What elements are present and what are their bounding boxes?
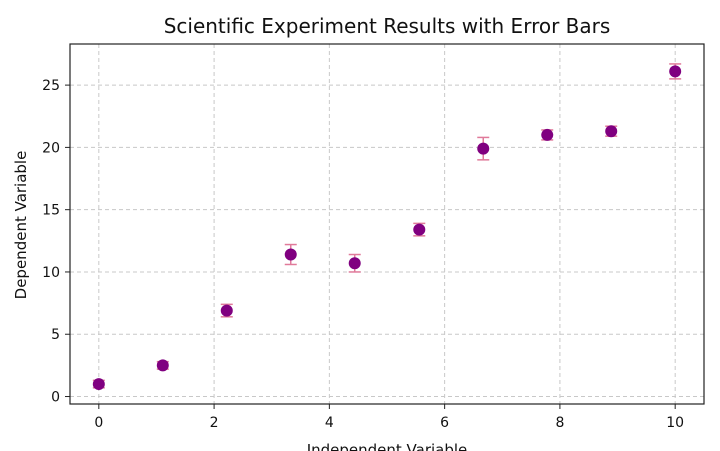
point-marker: [348, 257, 361, 270]
y-tick-label: 10: [42, 265, 60, 281]
x-tick-label: 0: [94, 415, 103, 431]
data-point: [156, 359, 169, 372]
data-point: [220, 303, 233, 318]
data-point: [541, 128, 554, 141]
point-marker: [541, 128, 554, 141]
chart-title: Scientific Experiment Results with Error…: [164, 14, 611, 38]
point-marker: [669, 65, 682, 78]
y-tick-label: 0: [51, 390, 60, 406]
point-marker: [413, 223, 426, 236]
data-point: [413, 222, 426, 237]
data-point: [477, 136, 490, 161]
x-tick-label: 4: [325, 415, 334, 431]
grid-lines: [70, 44, 704, 404]
y-tick-label: 25: [42, 78, 60, 94]
point-marker: [477, 142, 490, 155]
y-tick-label: 15: [42, 203, 60, 219]
y-tick-label: 5: [51, 327, 60, 343]
data-point: [605, 125, 618, 138]
x-axis-ticks: 0 2 4 6 8 10: [94, 404, 684, 431]
x-tick-label: 8: [555, 415, 564, 431]
y-axis-ticks: 0 5 10 15 20 25: [42, 78, 70, 406]
x-tick-label: 10: [666, 415, 684, 431]
data-points: [92, 63, 682, 391]
y-axis-label: Dependent Variable: [12, 151, 30, 300]
point-marker: [220, 304, 233, 317]
data-point: [92, 378, 105, 391]
point-marker: [156, 359, 169, 372]
data-point: [284, 243, 297, 266]
point-marker: [284, 248, 297, 261]
x-axis-label: Independent Variable: [307, 441, 468, 451]
point-marker: [605, 125, 618, 138]
data-point: [669, 63, 682, 80]
x-tick-label: 2: [210, 415, 219, 431]
x-tick-label: 6: [440, 415, 449, 431]
point-marker: [92, 378, 105, 391]
y-tick-label: 20: [42, 140, 60, 156]
data-point: [348, 253, 361, 273]
plot-frame: [69, 43, 705, 405]
